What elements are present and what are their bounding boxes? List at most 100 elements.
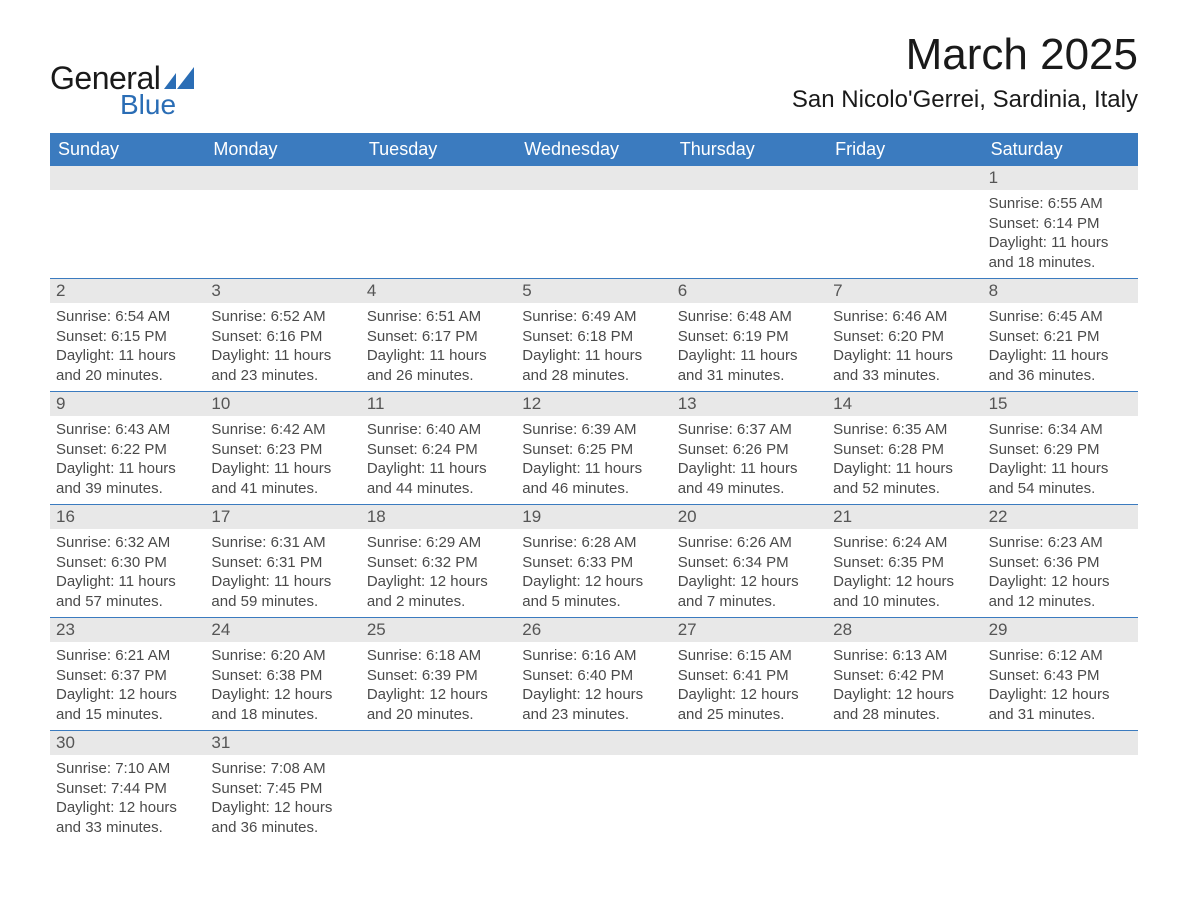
day-day1: Daylight: 11 hours [56, 346, 199, 366]
day-day2: and 33 minutes. [56, 818, 199, 838]
day-sunrise: Sunrise: 6:28 AM [522, 533, 665, 553]
weekday-header: Tuesday [361, 133, 516, 166]
day-sunrise: Sunrise: 6:43 AM [56, 420, 199, 440]
day-content: Sunrise: 7:10 AMSunset: 7:44 PMDaylight:… [50, 755, 205, 843]
empty-day-content [516, 190, 671, 278]
empty-day-bar [50, 166, 205, 190]
day-sunset: Sunset: 6:19 PM [678, 327, 821, 347]
day-day2: and 57 minutes. [56, 592, 199, 612]
month-title: March 2025 [792, 30, 1138, 80]
day-sunrise: Sunrise: 6:39 AM [522, 420, 665, 440]
day-day1: Daylight: 12 hours [56, 685, 199, 705]
empty-day-content [361, 190, 516, 278]
day-number: 11 [361, 392, 516, 416]
day-day1: Daylight: 11 hours [678, 459, 821, 479]
day-content: Sunrise: 6:34 AMSunset: 6:29 PMDaylight:… [983, 416, 1138, 504]
day-day1: Daylight: 11 hours [56, 572, 199, 592]
day-day2: and 41 minutes. [211, 479, 354, 499]
day-day2: and 20 minutes. [56, 366, 199, 386]
day-content: Sunrise: 6:24 AMSunset: 6:35 PMDaylight:… [827, 529, 982, 617]
calendar-cell: 15Sunrise: 6:34 AMSunset: 6:29 PMDayligh… [983, 392, 1138, 504]
day-sunset: Sunset: 6:18 PM [522, 327, 665, 347]
calendar-cell [827, 731, 982, 843]
day-day1: Daylight: 12 hours [833, 572, 976, 592]
day-sunrise: Sunrise: 6:49 AM [522, 307, 665, 327]
calendar-cell: 2Sunrise: 6:54 AMSunset: 6:15 PMDaylight… [50, 279, 205, 391]
calendar-cell: 17Sunrise: 6:31 AMSunset: 6:31 PMDayligh… [205, 505, 360, 617]
day-number: 27 [672, 618, 827, 642]
calendar-row: 23Sunrise: 6:21 AMSunset: 6:37 PMDayligh… [50, 617, 1138, 730]
day-day2: and 33 minutes. [833, 366, 976, 386]
calendar-row: 30Sunrise: 7:10 AMSunset: 7:44 PMDayligh… [50, 730, 1138, 843]
calendar-cell: 20Sunrise: 6:26 AMSunset: 6:34 PMDayligh… [672, 505, 827, 617]
day-number: 8 [983, 279, 1138, 303]
day-number: 4 [361, 279, 516, 303]
day-sunrise: Sunrise: 6:15 AM [678, 646, 821, 666]
day-day2: and 2 minutes. [367, 592, 510, 612]
day-sunset: Sunset: 6:16 PM [211, 327, 354, 347]
day-content: Sunrise: 6:46 AMSunset: 6:20 PMDaylight:… [827, 303, 982, 391]
day-sunset: Sunset: 6:32 PM [367, 553, 510, 573]
day-content: Sunrise: 6:23 AMSunset: 6:36 PMDaylight:… [983, 529, 1138, 617]
day-sunrise: Sunrise: 6:31 AM [211, 533, 354, 553]
day-number: 20 [672, 505, 827, 529]
calendar-cell [205, 166, 360, 278]
calendar-cell: 10Sunrise: 6:42 AMSunset: 6:23 PMDayligh… [205, 392, 360, 504]
day-sunrise: Sunrise: 6:42 AM [211, 420, 354, 440]
day-number: 19 [516, 505, 671, 529]
day-content: Sunrise: 6:51 AMSunset: 6:17 PMDaylight:… [361, 303, 516, 391]
day-sunset: Sunset: 6:37 PM [56, 666, 199, 686]
day-content: Sunrise: 6:39 AMSunset: 6:25 PMDaylight:… [516, 416, 671, 504]
day-sunset: Sunset: 7:44 PM [56, 779, 199, 799]
day-day1: Daylight: 12 hours [56, 798, 199, 818]
empty-day-content [205, 190, 360, 278]
weekday-header: Saturday [983, 133, 1138, 166]
calendar-cell: 21Sunrise: 6:24 AMSunset: 6:35 PMDayligh… [827, 505, 982, 617]
day-number: 26 [516, 618, 671, 642]
day-sunset: Sunset: 6:30 PM [56, 553, 199, 573]
day-day1: Daylight: 11 hours [367, 346, 510, 366]
day-number: 23 [50, 618, 205, 642]
day-sunrise: Sunrise: 6:46 AM [833, 307, 976, 327]
calendar-cell [983, 731, 1138, 843]
empty-day-content [50, 190, 205, 278]
day-content: Sunrise: 7:08 AMSunset: 7:45 PMDaylight:… [205, 755, 360, 843]
day-number: 31 [205, 731, 360, 755]
day-day1: Daylight: 12 hours [522, 572, 665, 592]
calendar-cell: 4Sunrise: 6:51 AMSunset: 6:17 PMDaylight… [361, 279, 516, 391]
day-day2: and 36 minutes. [989, 366, 1132, 386]
day-sunset: Sunset: 6:43 PM [989, 666, 1132, 686]
calendar-cell: 11Sunrise: 6:40 AMSunset: 6:24 PMDayligh… [361, 392, 516, 504]
day-number: 7 [827, 279, 982, 303]
calendar-cell: 29Sunrise: 6:12 AMSunset: 6:43 PMDayligh… [983, 618, 1138, 730]
day-day1: Daylight: 11 hours [211, 572, 354, 592]
day-sunrise: Sunrise: 6:34 AM [989, 420, 1132, 440]
day-day2: and 18 minutes. [989, 253, 1132, 273]
empty-day-bar [672, 731, 827, 755]
day-day2: and 7 minutes. [678, 592, 821, 612]
day-sunset: Sunset: 6:38 PM [211, 666, 354, 686]
day-day2: and 54 minutes. [989, 479, 1132, 499]
logo: General Blue [50, 60, 194, 121]
day-day1: Daylight: 11 hours [678, 346, 821, 366]
location: San Nicolo'Gerrei, Sardinia, Italy [792, 86, 1138, 114]
day-number: 15 [983, 392, 1138, 416]
day-sunset: Sunset: 6:20 PM [833, 327, 976, 347]
calendar-cell: 8Sunrise: 6:45 AMSunset: 6:21 PMDaylight… [983, 279, 1138, 391]
day-day1: Daylight: 11 hours [989, 346, 1132, 366]
weekday-header: Friday [827, 133, 982, 166]
day-sunrise: Sunrise: 6:48 AM [678, 307, 821, 327]
day-day1: Daylight: 11 hours [989, 233, 1132, 253]
day-sunset: Sunset: 6:36 PM [989, 553, 1132, 573]
day-sunset: Sunset: 6:15 PM [56, 327, 199, 347]
day-day2: and 44 minutes. [367, 479, 510, 499]
calendar-cell: 22Sunrise: 6:23 AMSunset: 6:36 PMDayligh… [983, 505, 1138, 617]
day-day1: Daylight: 12 hours [989, 685, 1132, 705]
day-day2: and 28 minutes. [833, 705, 976, 725]
day-day2: and 31 minutes. [678, 366, 821, 386]
day-number: 1 [983, 166, 1138, 190]
empty-day-bar [983, 731, 1138, 755]
day-number: 28 [827, 618, 982, 642]
day-sunrise: Sunrise: 6:12 AM [989, 646, 1132, 666]
day-day2: and 12 minutes. [989, 592, 1132, 612]
